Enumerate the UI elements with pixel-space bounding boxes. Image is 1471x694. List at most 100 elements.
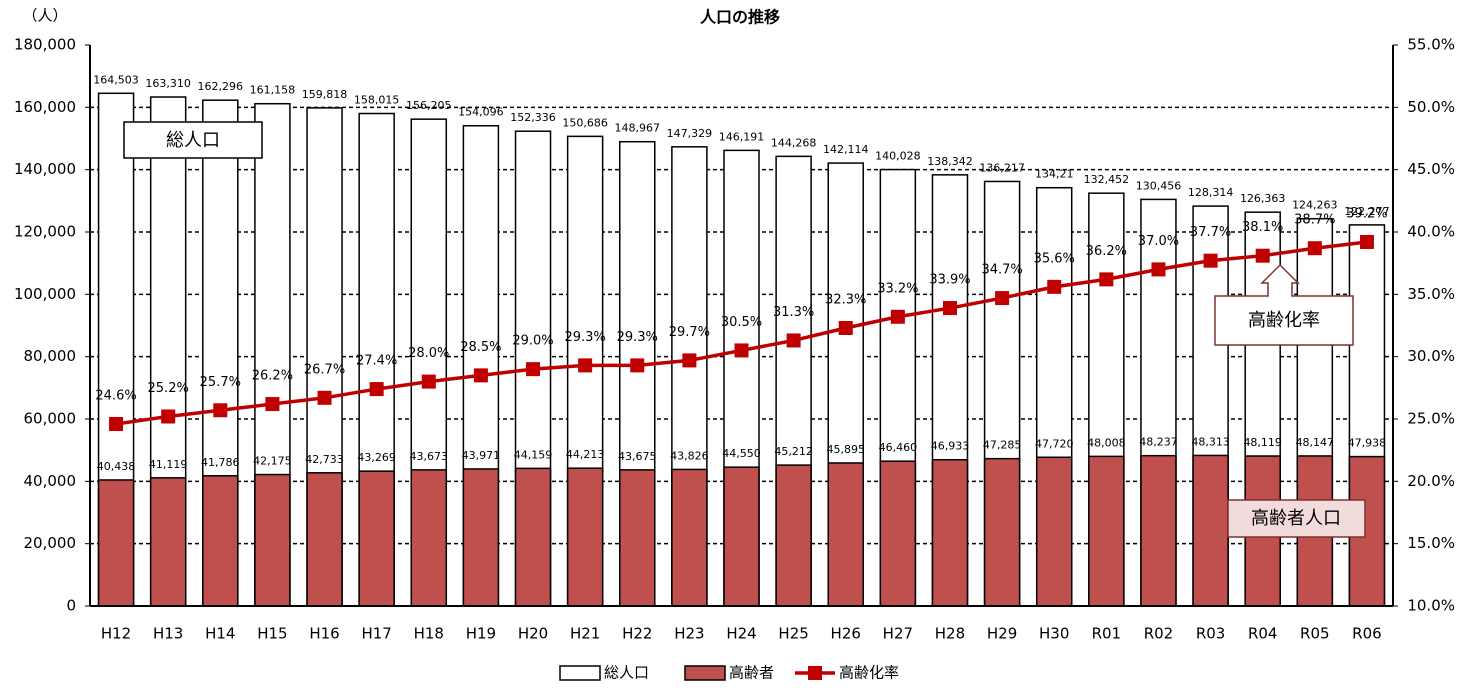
data-label: 38.1% [1242, 220, 1283, 235]
x-tick-label: H12 [101, 625, 131, 643]
data-label: 33.9% [929, 273, 970, 288]
bar [306, 472, 343, 607]
bar [1088, 455, 1125, 607]
data-label: 144,268 [771, 136, 817, 149]
data-label: 29.7% [669, 325, 710, 340]
data-label: 163,310 [145, 77, 191, 90]
y-tick-label: 20,000 [24, 534, 77, 552]
data-label: 40,438 [97, 460, 136, 473]
marker [317, 390, 332, 405]
data-label: 26.2% [252, 369, 293, 384]
data-label: 28.0% [408, 346, 449, 361]
data-label: 136,217 [979, 161, 1025, 174]
marker [1151, 262, 1166, 277]
bar [97, 479, 135, 607]
bar [202, 475, 239, 607]
x-tick-label: H23 [674, 625, 704, 643]
marker [473, 368, 488, 383]
x-tick-label: H21 [570, 625, 600, 643]
data-label: 45,212 [774, 445, 813, 458]
data-label: 46,933 [931, 440, 970, 453]
legend-swatch [684, 665, 726, 681]
data-label: 43,269 [357, 451, 396, 464]
y-tick-label: 80,000 [24, 347, 77, 365]
data-label: 138,342 [927, 155, 973, 168]
data-label: 43,971 [462, 449, 501, 462]
marker [942, 301, 957, 316]
overlay: 164,503 163,310 162,296 161,158 159,818 158,0… [93, 73, 1389, 473]
annotation-box [123, 121, 263, 159]
data-label: 44,159 [514, 448, 553, 461]
data-label: 44,213 [566, 448, 605, 461]
legend-label: 総人口 [604, 664, 649, 682]
bar [254, 473, 291, 607]
data-label: 159,818 [302, 88, 348, 101]
data-label: 37.7% [1190, 225, 1231, 240]
data-label: 158,015 [354, 94, 400, 107]
bar [1035, 456, 1073, 607]
y-tick-label: 0 [66, 597, 76, 615]
legend-swatch [559, 665, 601, 681]
data-label: 140,028 [875, 150, 921, 163]
data-label: 150,686 [562, 116, 608, 129]
marker [421, 374, 436, 389]
data-label: 154,096 [458, 106, 504, 119]
x-tick-label: H14 [205, 625, 235, 643]
bar [827, 462, 864, 607]
x-tick-label: H28 [935, 625, 965, 643]
marker [1203, 253, 1218, 268]
marker [682, 353, 697, 368]
marker [630, 358, 645, 373]
data-label: 43,675 [618, 450, 657, 463]
bar [775, 464, 812, 607]
y-tick-label: 160,000 [14, 98, 76, 116]
marker [1359, 234, 1374, 249]
data-label: 152,336 [510, 111, 556, 124]
x-tick-label: H29 [987, 625, 1017, 643]
data-label: 29.0% [512, 334, 553, 349]
data-label: 29.3% [617, 330, 658, 345]
data-label: 44,550 [722, 447, 761, 460]
data-label: 48,119 [1243, 436, 1282, 449]
data-label: 37.0% [1138, 234, 1179, 249]
data-label: 28.5% [460, 340, 501, 355]
marker [526, 362, 541, 377]
marker [734, 343, 749, 358]
bar [879, 460, 917, 607]
x-tick-label: H13 [153, 625, 183, 643]
y-tick-label: 100,000 [14, 285, 76, 303]
y2-tick-label: 35.0% [1407, 285, 1455, 303]
marker [1047, 279, 1062, 294]
data-label: 124,263 [1292, 199, 1338, 212]
x-tick-label: H18 [414, 625, 444, 643]
bar [983, 457, 1021, 607]
marker [838, 320, 853, 335]
data-label: 148,967 [615, 122, 661, 135]
data-label: 31.3% [773, 305, 814, 320]
data-label: 41,119 [149, 458, 188, 471]
bar [671, 468, 708, 607]
data-label: 24.6% [95, 388, 136, 403]
data-label: 130,456 [1136, 179, 1182, 192]
data-label: 122,277 [1344, 205, 1390, 218]
x-tick-label: H16 [309, 625, 339, 643]
data-label: 25.2% [148, 381, 189, 396]
legend-label: 高齢化率 [839, 664, 899, 682]
data-label: 34.7% [981, 263, 1022, 278]
y-tick-label: 140,000 [14, 160, 76, 178]
data-label: 36.2% [1086, 244, 1127, 259]
data-label: 146,191 [719, 130, 765, 143]
data-label: 47,285 [983, 439, 1022, 452]
bar [149, 477, 187, 607]
y2-tick-label: 10.0% [1407, 597, 1455, 615]
chart-title: 人口の推移 [700, 8, 780, 27]
data-label: 25.7% [200, 375, 241, 390]
data-label: 27.4% [356, 354, 397, 369]
marker [1255, 248, 1270, 263]
data-label: 147,329 [667, 127, 713, 140]
marker [1099, 272, 1114, 287]
annotation-callout [1214, 263, 1354, 346]
data-label: 29.3% [564, 330, 605, 345]
bar [410, 469, 448, 607]
